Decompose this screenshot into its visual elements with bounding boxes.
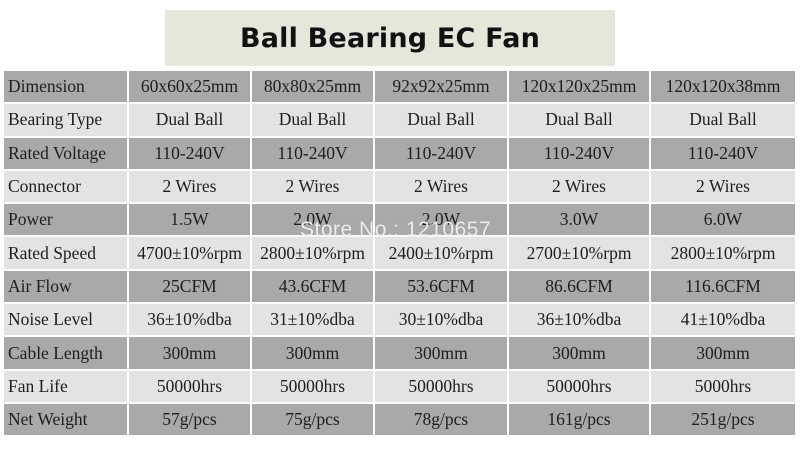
table-row: Rated Voltage 110-240V 110-240V 110-240V… [4, 137, 795, 169]
table-cell: 60x60x25mm [129, 71, 250, 103]
table-cell: 116.6CFM [651, 270, 795, 303]
table-cell: Dual Ball [129, 104, 250, 136]
table-cell: Dual Ball [651, 104, 795, 136]
table-cell: 251g/pcs [651, 403, 795, 436]
table-cell: Dual Ball [375, 104, 507, 136]
table-cell: 36±10%dba [509, 304, 649, 336]
table-row: Bearing Type Dual Ball Dual Ball Dual Ba… [4, 104, 795, 136]
table-row: Net Weight 57g/pcs 75g/pcs 78g/pcs 161g/… [4, 403, 795, 436]
table-row: Air Flow 25CFM 43.6CFM 53.6CFM 86.6CFM 1… [4, 270, 795, 303]
row-label: Noise Level [4, 304, 127, 336]
table-cell: 2 Wires [375, 170, 507, 203]
table-cell: 25CFM [129, 270, 250, 303]
table-cell: 110-240V [509, 137, 649, 169]
row-label: Connector [4, 170, 127, 203]
table-cell: 86.6CFM [509, 270, 649, 303]
row-label: Net Weight [4, 403, 127, 436]
row-label: Rated Speed [4, 237, 127, 269]
table-row: Dimension 60x60x25mm 80x80x25mm 92x92x25… [4, 71, 795, 103]
table-cell: 30±10%dba [375, 304, 507, 336]
row-label: Dimension [4, 71, 127, 103]
table-row: Rated Speed 4700±10%rpm 2800±10%rpm 2400… [4, 237, 795, 269]
table-cell: 41±10%dba [651, 304, 795, 336]
row-label: Bearing Type [4, 104, 127, 136]
table-cell: 300mm [375, 337, 507, 369]
table-cell: 36±10%dba [129, 304, 250, 336]
table-cell: 2 Wires [129, 170, 250, 203]
table-cell: 300mm [651, 337, 795, 369]
table-cell: 110-240V [129, 137, 250, 169]
table-cell: 2400±10%rpm [375, 237, 507, 269]
table-cell: 78g/pcs [375, 403, 507, 436]
table-cell: 300mm [252, 337, 373, 369]
table-cell: 75g/pcs [252, 403, 373, 436]
table-cell: 43.6CFM [252, 270, 373, 303]
table-cell: 300mm [509, 337, 649, 369]
row-label: Air Flow [4, 270, 127, 303]
table-cell: 3.0W [509, 204, 649, 236]
table-cell: 110-240V [252, 137, 373, 169]
table-cell: 2 Wires [509, 170, 649, 203]
table-cell: 1.5W [129, 204, 250, 236]
table-cell: 50000hrs [509, 370, 649, 402]
table-row: Fan Life 50000hrs 50000hrs 50000hrs 5000… [4, 370, 795, 402]
table-cell: 110-240V [651, 137, 795, 169]
table-cell: 31±10%dba [252, 304, 373, 336]
table-cell: Dual Ball [509, 104, 649, 136]
table-cell: 2.0W [252, 204, 373, 236]
table-cell: 50000hrs [375, 370, 507, 402]
table-cell: 2700±10%rpm [509, 237, 649, 269]
table-cell: 110-240V [375, 137, 507, 169]
table-row: Connector 2 Wires 2 Wires 2 Wires 2 Wire… [4, 170, 795, 203]
table-cell: 50000hrs [129, 370, 250, 402]
table-cell: 5000hrs [651, 370, 795, 402]
row-label: Cable Length [4, 337, 127, 369]
row-label: Power [4, 204, 127, 236]
table-cell: Dual Ball [252, 104, 373, 136]
table-cell: 2 Wires [651, 170, 795, 203]
page-title: Ball Bearing EC Fan [239, 22, 541, 54]
table-cell: 6.0W [651, 204, 795, 236]
table-cell: 4700±10%rpm [129, 237, 250, 269]
table-row: Noise Level 36±10%dba 31±10%dba 30±10%db… [4, 304, 795, 336]
table-cell: 2 Wires [252, 170, 373, 203]
table-cell: 120x120x25mm [509, 71, 649, 103]
table-cell: 53.6CFM [375, 270, 507, 303]
row-label: Fan Life [4, 370, 127, 402]
table-cell: 2.0W [375, 204, 507, 236]
table-cell: 300mm [129, 337, 250, 369]
table-cell: 120x120x38mm [651, 71, 795, 103]
table-row: Cable Length 300mm 300mm 300mm 300mm 300… [4, 337, 795, 369]
table-row: Power 1.5W 2.0W 2.0W 3.0W 6.0W [4, 204, 795, 236]
row-label: Rated Voltage [4, 137, 127, 169]
title-banner: Ball Bearing EC Fan [165, 10, 615, 66]
table-cell: 50000hrs [252, 370, 373, 402]
table-cell: 161g/pcs [509, 403, 649, 436]
table-cell: 57g/pcs [129, 403, 250, 436]
table-cell: 80x80x25mm [252, 71, 373, 103]
table-cell: 2800±10%rpm [651, 237, 795, 269]
table-cell: 2800±10%rpm [252, 237, 373, 269]
table-cell: 92x92x25mm [375, 71, 507, 103]
spec-table: Dimension 60x60x25mm 80x80x25mm 92x92x25… [2, 69, 797, 437]
